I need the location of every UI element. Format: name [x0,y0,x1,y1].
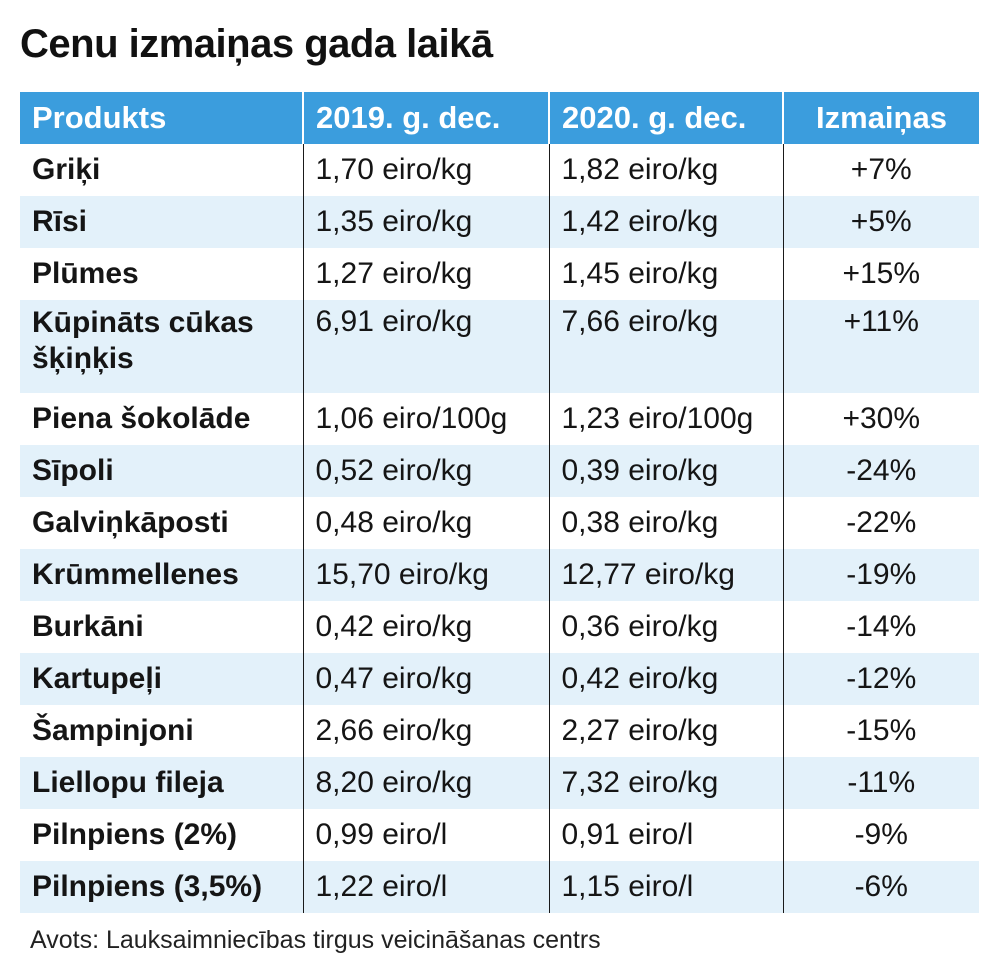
product-cell: Šampinjoni [20,705,304,757]
product-cell: Krūmmellenes [20,549,304,601]
price-2019-cell: 1,70 eiro/kg [303,144,550,196]
source-note: Avots: Lauksaimniecības tirgus veicināša… [30,926,601,954]
page-title: Cenu izmaiņas gada laikā [20,22,493,66]
table-body: Griķi 1,70 eiro/kg 1,82 eiro/kg +7% Rīsi 1,35… [20,144,979,913]
price-2020-cell: 1,42 eiro/kg [549,196,784,248]
column-header-product: Produkts [20,92,304,144]
table-header-row: Produkts 2019. g. dec. 2020. g. dec. Izm… [20,92,979,144]
price-2019-cell: 1,35 eiro/kg [303,196,550,248]
table-row: Griķi 1,70 eiro/kg 1,82 eiro/kg +7% [20,144,979,196]
price-2019-cell: 0,99 eiro/l [303,809,550,861]
table-row: Pilnpiens (3,5%) 1,22 eiro/l 1,15 eiro/l -6… [20,861,979,913]
change-cell: +7% [783,144,979,196]
price-2019-cell: 0,47 eiro/kg [303,653,550,705]
table-row: Piena šokolāde 1,06 eiro/100g 1,23 eiro/10… [20,393,979,445]
price-2020-cell: 0,39 eiro/kg [549,445,784,497]
price-2020-cell: 12,77 eiro/kg [549,549,784,601]
price-2020-cell: 7,66 eiro/kg [549,300,784,393]
price-2020-cell: 0,91 eiro/l [549,809,784,861]
table-row: Liellopu fileja 8,20 eiro/kg 7,32 eiro/kg -… [20,757,979,809]
change-cell: +11% [783,300,979,393]
product-cell: Kūpināts cūkas šķiņķis [20,300,304,393]
price-2019-cell: 6,91 eiro/kg [303,300,550,393]
product-cell: Rīsi [20,196,304,248]
price-2020-cell: 0,36 eiro/kg [549,601,784,653]
price-2019-cell: 0,48 eiro/kg [303,497,550,549]
product-cell: Griķi [20,144,304,196]
price-2019-cell: 2,66 eiro/kg [303,705,550,757]
price-2020-cell: 0,38 eiro/kg [549,497,784,549]
table-row: Krūmmellenes 15,70 eiro/kg 12,77 eiro/kg -1… [20,549,979,601]
column-header-2020: 2020. g. dec. [549,92,784,144]
table-row: Kūpināts cūkas šķiņķis 6,91 eiro/kg 7,66 e… [20,300,979,393]
product-cell: Liellopu fileja [20,757,304,809]
price-2019-cell: 15,70 eiro/kg [303,549,550,601]
table-row: Burkāni 0,42 eiro/kg 0,36 eiro/kg -14% [20,601,979,653]
price-2020-cell: 7,32 eiro/kg [549,757,784,809]
table-row: Šampinjoni 2,66 eiro/kg 2,27 eiro/kg -15% [20,705,979,757]
change-cell: -12% [783,653,979,705]
change-cell: +30% [783,393,979,445]
column-header-change: Izmaiņas [783,92,979,144]
table-row: Kartupeļi 0,47 eiro/kg 0,42 eiro/kg -12% [20,653,979,705]
product-cell: Kartupeļi [20,653,304,705]
price-change-table: Produkts 2019. g. dec. 2020. g. dec. Izm… [20,92,979,913]
change-cell: -24% [783,445,979,497]
product-cell: Galviņkāposti [20,497,304,549]
change-cell: -6% [783,861,979,913]
change-cell: -9% [783,809,979,861]
price-2019-cell: 0,52 eiro/kg [303,445,550,497]
table-row: Pilnpiens (2%) 0,99 eiro/l 0,91 eiro/l -9% [20,809,979,861]
price-2020-cell: 0,42 eiro/kg [549,653,784,705]
price-2019-cell: 1,06 eiro/100g [303,393,550,445]
product-cell: Piena šokolāde [20,393,304,445]
price-2019-cell: 1,22 eiro/l [303,861,550,913]
price-2020-cell: 1,23 eiro/100g [549,393,784,445]
table-row: Plūmes 1,27 eiro/kg 1,45 eiro/kg +15% [20,248,979,300]
change-cell: -14% [783,601,979,653]
table-row: Sīpoli 0,52 eiro/kg 0,39 eiro/kg -24% [20,445,979,497]
change-cell: -15% [783,705,979,757]
change-cell: +5% [783,196,979,248]
product-cell: Sīpoli [20,445,304,497]
change-cell: +15% [783,248,979,300]
change-cell: -11% [783,757,979,809]
price-2019-cell: 1,27 eiro/kg [303,248,550,300]
price-2020-cell: 2,27 eiro/kg [549,705,784,757]
column-header-2019: 2019. g. dec. [303,92,550,144]
table-row: Galviņkāposti 0,48 eiro/kg 0,38 eiro/kg -22… [20,497,979,549]
price-2020-cell: 1,15 eiro/l [549,861,784,913]
change-cell: -19% [783,549,979,601]
change-cell: -22% [783,497,979,549]
price-2020-cell: 1,45 eiro/kg [549,248,784,300]
price-2020-cell: 1,82 eiro/kg [549,144,784,196]
product-cell: Burkāni [20,601,304,653]
product-cell: Plūmes [20,248,304,300]
price-2019-cell: 8,20 eiro/kg [303,757,550,809]
product-cell: Pilnpiens (3,5%) [20,861,304,913]
price-2019-cell: 0,42 eiro/kg [303,601,550,653]
product-cell: Pilnpiens (2%) [20,809,304,861]
table-row: Rīsi 1,35 eiro/kg 1,42 eiro/kg +5% [20,196,979,248]
